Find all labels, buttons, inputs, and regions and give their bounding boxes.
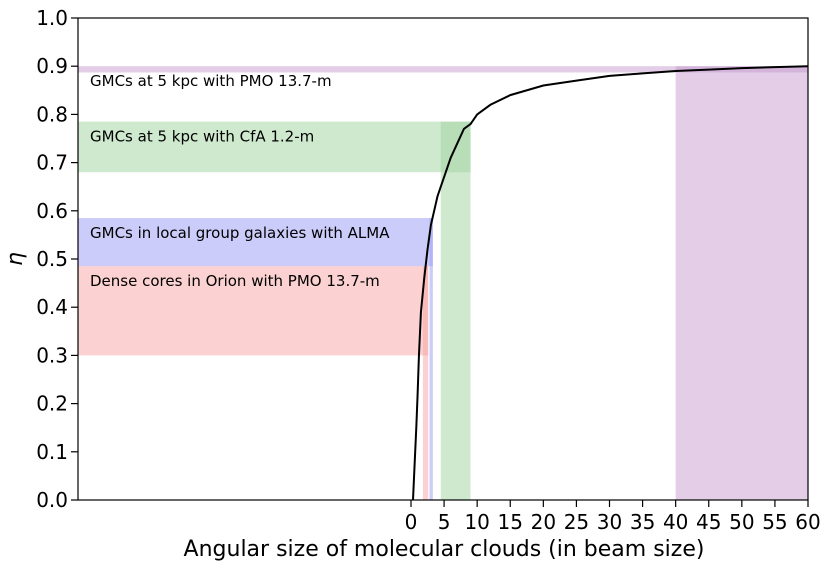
- band-label-1: GMCs at 5 kpc with CfA 1.2-m: [90, 128, 314, 146]
- bands-layer: [78, 66, 808, 500]
- x-tick-label-3: 15: [498, 510, 523, 534]
- x-tick-label-10: 50: [729, 510, 754, 534]
- y-tick-label-10: 1.0: [36, 6, 68, 30]
- y-tick-label-7: 0.7: [36, 151, 68, 175]
- labels-layer: Angular size of molecular clouds (in bea…: [3, 72, 704, 562]
- efficiency-curve: [411, 65, 809, 501]
- y-tick-label-8: 0.8: [36, 102, 68, 126]
- x-tick-label-1: 5: [438, 510, 451, 534]
- band-vertical-3: [422, 266, 429, 500]
- y-tick-label-1: 0.1: [36, 440, 68, 464]
- x-tick-label-11: 55: [762, 510, 787, 534]
- y-tick-label-6: 0.6: [36, 199, 68, 223]
- band-label-2: GMCs in local group galaxies with ALMA: [90, 224, 390, 242]
- x-tick-label-2: 10: [464, 510, 489, 534]
- x-tick-label-6: 30: [597, 510, 622, 534]
- x-tick-label-0: 0: [405, 510, 418, 534]
- band-horizontal-1: [78, 121, 471, 173]
- y-tick-label-5: 0.5: [36, 247, 68, 271]
- y-tick-label-3: 0.3: [36, 343, 68, 367]
- x-tick-label-4: 20: [531, 510, 556, 534]
- x-tick-label-9: 45: [696, 510, 721, 534]
- y-tick-label-2: 0.2: [36, 392, 68, 416]
- band-horizontal-0: [78, 66, 808, 73]
- band-vertical-1: [440, 121, 471, 500]
- band-vertical-2: [429, 218, 433, 500]
- y-tick-label-9: 0.9: [36, 54, 68, 78]
- ticks-layer: 0.0 0.1 0.2 0.3 0.4 0.5 0.6 0.7 0.8 0.9 1.0 0 5 10 15 2…: [36, 6, 821, 534]
- band-vertical-0: [675, 66, 808, 500]
- band-horizontal-2: [78, 218, 433, 267]
- x-tick-label-5: 25: [564, 510, 589, 534]
- band-label-3: Dense cores in Orion with PMO 13.7-m: [90, 272, 380, 290]
- band-label-0: GMCs at 5 kpc with PMO 13.7-m: [90, 72, 332, 90]
- x-tick-label-7: 35: [630, 510, 655, 534]
- x-tick-label-8: 40: [663, 510, 688, 534]
- y-tick-label-0: 0.0: [36, 488, 68, 512]
- x-tick-label-12: 60: [795, 510, 820, 534]
- y-axis-title: η: [3, 252, 28, 266]
- band-horizontal-3: [78, 266, 429, 356]
- x-axis-title: Angular size of molecular clouds (in bea…: [184, 537, 705, 562]
- y-tick-label-4: 0.4: [36, 295, 68, 319]
- curve-layer: [411, 65, 809, 501]
